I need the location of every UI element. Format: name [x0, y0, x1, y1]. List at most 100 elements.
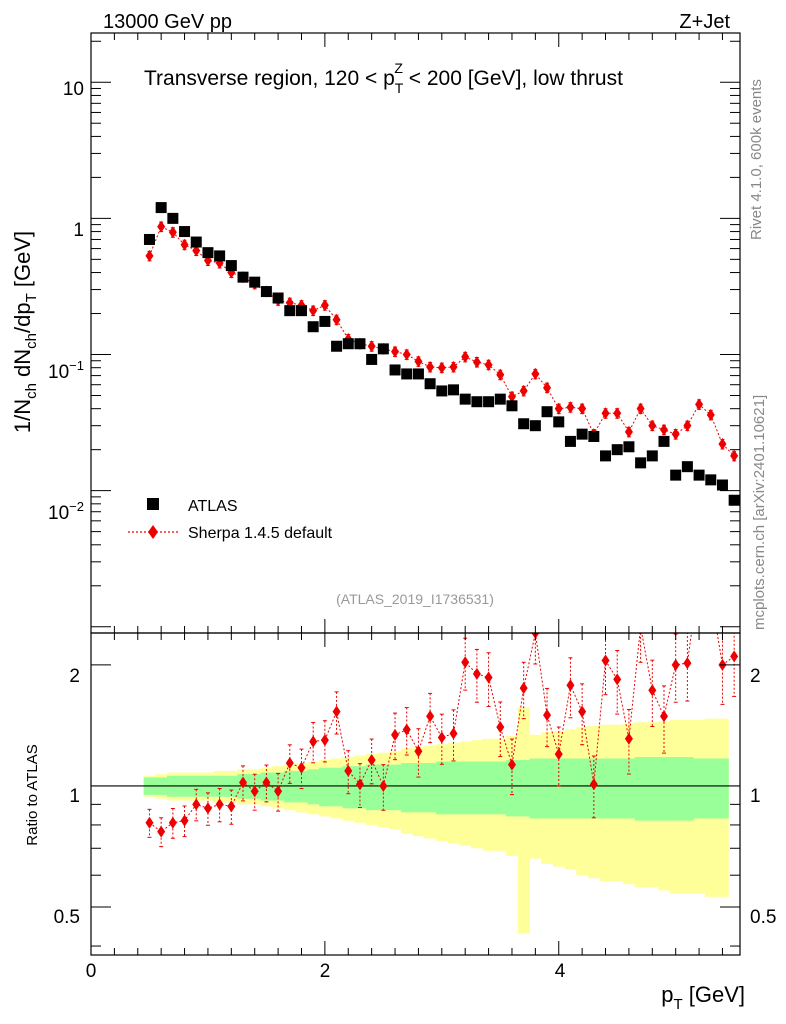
atlas-point	[190, 236, 202, 248]
legend: ATLAS Sherpa 1.4.5 default	[128, 498, 333, 542]
ylabel-ratio: Ratio to ATLAS	[24, 744, 41, 845]
ratio-ytick-label-2: 2	[69, 666, 80, 687]
ratio-point	[192, 798, 201, 811]
atlas-point	[541, 406, 553, 418]
sherpa-point	[472, 356, 481, 369]
ratio-point	[624, 732, 633, 745]
plot-title-sub: T	[395, 80, 404, 96]
ratio-inner-band	[143, 757, 729, 821]
sherpa-point	[507, 390, 516, 403]
ratio-point	[180, 814, 189, 827]
xlabel-sub: T	[673, 996, 682, 1013]
sherpa-point	[168, 226, 177, 239]
atlas-point	[155, 202, 167, 214]
ratio-point	[145, 816, 154, 829]
atlas-point	[436, 385, 448, 397]
atlas-point	[377, 343, 389, 355]
atlas-point	[389, 364, 401, 376]
ratio-point	[683, 657, 692, 670]
inner-band-bin	[471, 761, 484, 815]
ratio-point	[203, 802, 212, 815]
ratio-point	[285, 757, 294, 770]
sherpa-point	[718, 438, 727, 451]
legend-atlas-marker	[147, 498, 159, 510]
ytick-label-10: 10	[63, 79, 84, 100]
sherpa-point	[601, 407, 610, 420]
ratio-point	[461, 656, 470, 669]
atlas-point	[716, 479, 728, 491]
atlas-point	[202, 247, 214, 259]
ratio-point	[507, 758, 516, 771]
atlas-point	[412, 368, 424, 380]
sherpa-point	[695, 398, 704, 411]
ratio-point	[472, 667, 481, 680]
inner-band-bin	[424, 763, 437, 813]
inner-band-bin	[517, 760, 531, 817]
inner-band-bin	[482, 761, 495, 815]
atlas-point	[342, 338, 354, 350]
ratio-point	[426, 710, 435, 723]
top-panel-frame	[90, 32, 741, 634]
atlas-point	[658, 435, 670, 447]
atlas-point	[564, 435, 576, 447]
atlas-point	[143, 233, 155, 245]
sherpa-point	[519, 384, 528, 397]
ratio-point	[402, 723, 411, 736]
inner-band-bin	[611, 758, 624, 819]
ratio-point	[566, 679, 575, 692]
ratio-point	[414, 745, 423, 758]
atlas-point	[635, 457, 647, 469]
ratio-point	[449, 727, 458, 740]
inner-band-bin	[658, 757, 671, 821]
ratio-point	[157, 825, 166, 838]
xlabel-unit: [GeV]	[683, 982, 745, 1007]
inner-band-bin	[447, 761, 460, 815]
sherpa-point	[145, 249, 154, 262]
legend-sherpa-label: Sherpa 1.4.5 default	[188, 525, 333, 542]
inner-band-bin	[389, 764, 402, 811]
inner-band-bin	[529, 758, 542, 819]
ytick-label-0.01: 10−2	[48, 499, 84, 524]
sherpa-point	[320, 299, 329, 312]
atlas-point	[448, 384, 460, 396]
ratio-point	[239, 776, 248, 789]
analysis-id: (ATLAS_2019_I1736531)	[336, 591, 494, 607]
atlas-point	[693, 469, 705, 481]
sherpa-point	[391, 345, 400, 358]
ratio-point	[332, 705, 341, 718]
legend-atlas-label: ATLAS	[188, 498, 238, 515]
ratio-point	[707, 588, 715, 600]
atlas-point	[506, 400, 518, 412]
ytick-label-1: 1	[73, 220, 84, 241]
ratio-point	[344, 764, 353, 777]
ratio-point	[297, 761, 306, 774]
sherpa-point	[426, 360, 435, 373]
sherpa-point	[671, 428, 680, 441]
atlas-point	[670, 469, 682, 481]
atlas-point	[225, 260, 237, 272]
plot-title-sup: Z	[394, 60, 403, 76]
atlas-point	[424, 378, 436, 390]
sherpa-point	[730, 449, 739, 462]
sherpa-point	[578, 402, 587, 415]
rivet-label: Rivet 4.1.0, 600k events	[748, 79, 765, 240]
sherpa-point	[484, 358, 493, 371]
ratio-ytick-label-0.5: 0.5	[54, 907, 80, 928]
ratio-point	[215, 798, 224, 811]
sherpa-point	[367, 340, 376, 353]
header-left: 13000 GeV pp	[103, 11, 232, 33]
inner-band-bin	[494, 761, 507, 815]
ratio-point	[695, 571, 703, 583]
inner-band-bin	[564, 758, 577, 819]
atlas-point	[307, 321, 319, 333]
ratio-ytick-label-2-right: 2	[750, 666, 761, 687]
ratio-point	[659, 710, 668, 723]
atlas-point	[401, 368, 413, 380]
atlas-point	[728, 494, 740, 506]
sherpa-point	[309, 304, 318, 317]
outer-band-bin	[517, 707, 531, 934]
ratio-line	[149, 633, 735, 833]
sherpa-series	[145, 220, 739, 462]
inner-band-bin	[576, 758, 589, 819]
header-right: Z+Jet	[679, 11, 730, 33]
